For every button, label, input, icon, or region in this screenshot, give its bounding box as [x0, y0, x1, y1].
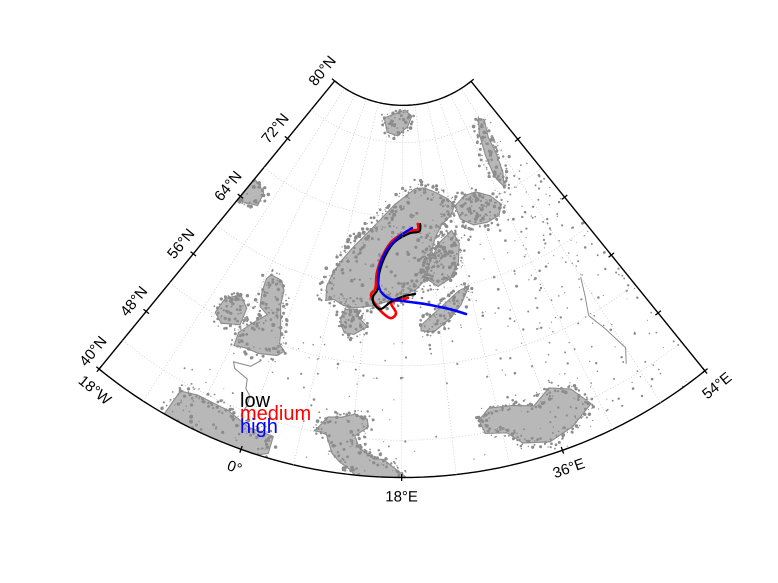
svg-text:0°: 0° [225, 457, 244, 478]
svg-text:48°N: 48°N [117, 283, 151, 320]
svg-text:40°N: 40°N [76, 333, 110, 370]
svg-text:80°N: 80°N [305, 53, 339, 90]
svg-text:36°E: 36°E [551, 455, 587, 482]
svg-text:high: high [240, 416, 278, 438]
svg-text:18°W: 18°W [75, 372, 115, 409]
svg-text:72°N: 72°N [258, 110, 292, 147]
svg-text:18°E: 18°E [385, 488, 418, 505]
svg-text:56°N: 56°N [164, 226, 198, 263]
svg-text:54°E: 54°E [699, 369, 735, 403]
